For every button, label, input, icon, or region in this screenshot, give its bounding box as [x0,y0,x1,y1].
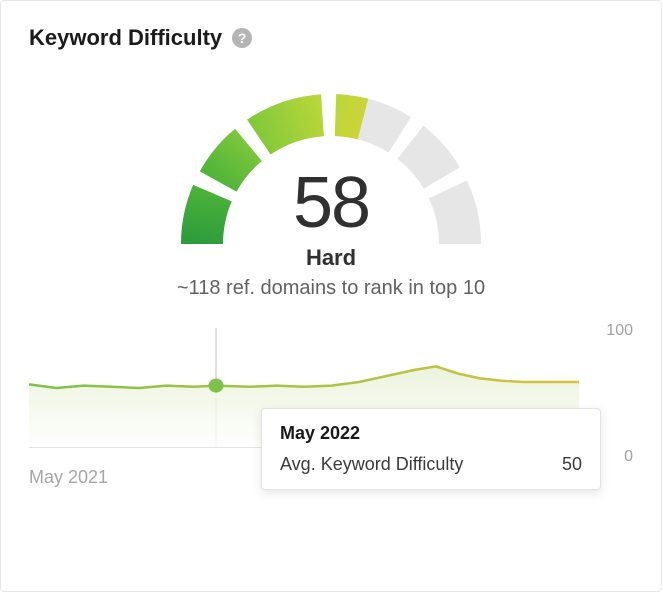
trend-panel: 100 0 May 2021 May 2022 Avg. Keyword Dif… [29,328,633,488]
tooltip-row: Avg. Keyword Difficulty 50 [280,454,582,475]
tooltip-metric-label: Avg. Keyword Difficulty [280,454,463,475]
y-axis-min-label: 0 [624,448,633,466]
difficulty-score: 58 [293,167,369,239]
trend-tooltip: May 2022 Avg. Keyword Difficulty 50 [261,408,601,490]
card-title: Keyword Difficulty [29,25,222,51]
gauge-panel: 58 Hard ~118 ref. domains to rank in top… [29,69,633,300]
y-axis-max-label: 100 [606,322,633,340]
keyword-difficulty-card: Keyword Difficulty ? 58 Hard ~118 ref. d… [0,0,662,592]
tooltip-date: May 2022 [280,423,582,444]
card-header: Keyword Difficulty ? [29,25,633,51]
x-axis-start-label: May 2021 [29,467,108,488]
difficulty-level: Hard [306,245,356,271]
ref-domains-text: ~118 ref. domains to rank in top 10 [177,277,485,300]
tooltip-metric-value: 50 [562,454,582,475]
help-icon[interactable]: ? [232,28,252,48]
